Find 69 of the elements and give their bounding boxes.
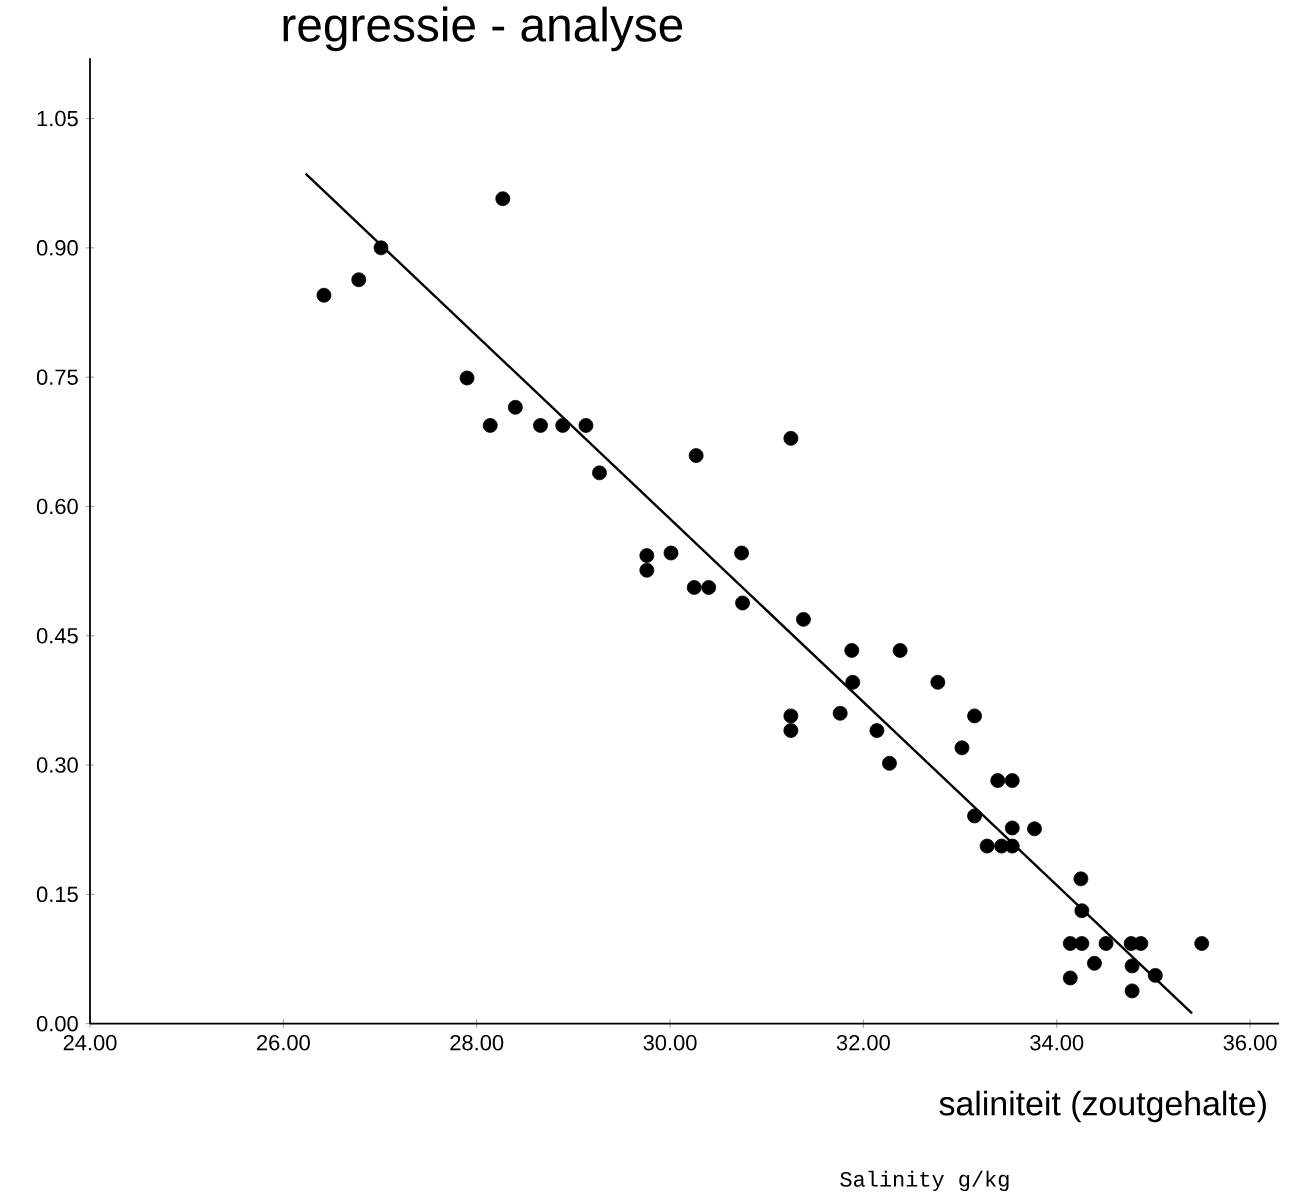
point <box>783 708 799 724</box>
point <box>783 431 799 446</box>
text: Salinity g/kg <box>840 1170 1009 1192</box>
x-tick-label: 26.00 <box>257 1035 310 1051</box>
point <box>592 465 607 481</box>
x-tick-label: 34.00 <box>1030 1035 1084 1051</box>
point <box>832 706 848 721</box>
point <box>1074 936 1090 951</box>
point <box>533 418 548 433</box>
point <box>1073 871 1089 887</box>
point <box>783 723 799 739</box>
y-tick-label: 0.90 <box>36 240 78 256</box>
y-tick-label: 0.15 <box>36 886 78 903</box>
y-tick-label: 0.60 <box>36 498 78 515</box>
point <box>967 808 982 824</box>
point <box>482 418 498 433</box>
point <box>1027 821 1042 837</box>
point <box>892 643 908 658</box>
point <box>979 838 995 854</box>
point <box>316 287 332 303</box>
x-tick-label: 32.00 <box>836 1035 890 1051</box>
x-tick-label: 24.00 <box>63 1035 117 1051</box>
point <box>1004 838 1020 854</box>
point <box>686 580 702 595</box>
y-tick-label: 0.45 <box>36 628 78 644</box>
chart-title: regressie - analyse <box>283 6 683 52</box>
point <box>1087 956 1102 971</box>
point <box>639 562 655 578</box>
point <box>1004 773 1020 789</box>
point <box>1062 936 1078 951</box>
point <box>845 675 861 690</box>
y-tick-label: 0.30 <box>36 757 78 773</box>
x-axis-title: saliniteit (zoutgehalte) <box>939 1090 1266 1123</box>
point <box>967 708 982 724</box>
point <box>688 448 704 464</box>
point <box>796 612 811 627</box>
y-tick-label: 1.05 <box>37 110 78 127</box>
point <box>930 675 946 690</box>
y-tick-label: 0.00 <box>36 1016 78 1032</box>
point <box>1133 936 1149 951</box>
point <box>373 240 389 256</box>
point <box>1098 936 1114 951</box>
point <box>578 418 594 433</box>
point <box>1124 983 1140 999</box>
point <box>734 545 749 561</box>
point <box>663 545 679 561</box>
point <box>507 400 523 415</box>
y-tick-label: 0.75 <box>36 369 78 386</box>
point <box>459 370 475 386</box>
point <box>351 272 367 288</box>
point <box>844 643 860 658</box>
x-tick-label: 28.00 <box>450 1035 504 1051</box>
point <box>990 773 1006 789</box>
point <box>701 580 717 595</box>
point <box>555 418 571 433</box>
point <box>1062 970 1078 986</box>
point <box>495 191 511 207</box>
point <box>639 548 655 564</box>
point <box>1074 903 1090 919</box>
point <box>1004 820 1020 836</box>
point <box>869 723 885 739</box>
x-tick-label: 36.00 <box>1223 1035 1277 1051</box>
x-tick-label: 30.00 <box>643 1035 697 1051</box>
point <box>1124 958 1140 974</box>
point <box>882 756 897 771</box>
point <box>1194 936 1210 951</box>
point <box>1147 968 1163 983</box>
point <box>954 740 970 756</box>
point <box>735 595 750 611</box>
